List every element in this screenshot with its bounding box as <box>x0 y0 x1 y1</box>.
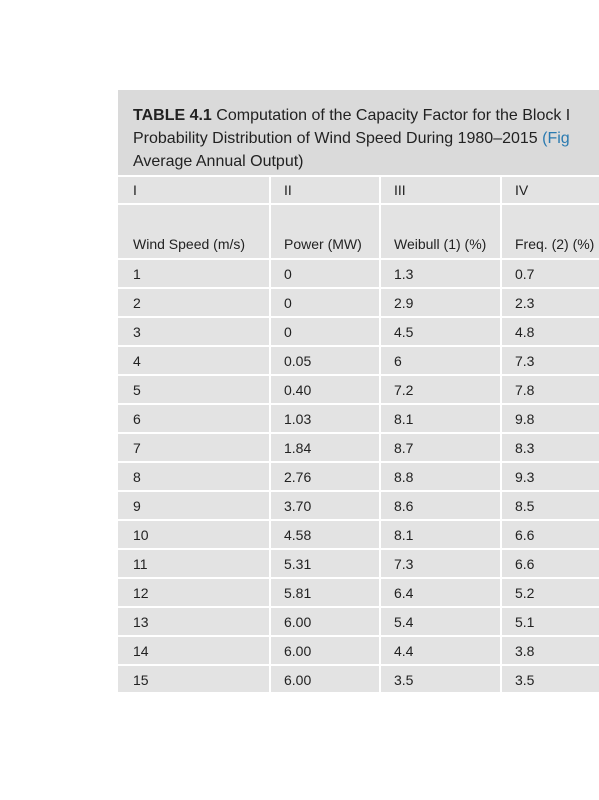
cell: Freq. (2) (%) <box>500 204 599 260</box>
cell: 10 <box>118 520 271 550</box>
cell: 1 <box>118 259 271 289</box>
cell: 6.00 <box>269 636 381 666</box>
cell: 8.7 <box>379 433 502 463</box>
cell: 0 <box>269 288 381 318</box>
cell: 7 <box>118 433 271 463</box>
cell: 8.8 <box>379 462 502 492</box>
cell: 0 <box>269 259 381 289</box>
cell: 7.2 <box>379 375 502 405</box>
cell: 9.8 <box>500 404 599 434</box>
cell: Weibull (1) (%) <box>379 204 502 260</box>
cell: 6.6 <box>500 520 599 550</box>
cell: 2.9 <box>379 288 502 318</box>
data-row: 15 6.00 3.5 3.5 <box>118 665 599 692</box>
data-row: 10 4.58 8.1 6.6 <box>118 520 599 550</box>
cell: IV <box>500 175 599 205</box>
cell: I <box>118 175 271 205</box>
caption-line: Probability Distribution of Wind Speed D… <box>133 130 538 147</box>
table-panel: TABLE 4.1 Computation of the Capacity Fa… <box>118 90 599 692</box>
caption-label: TABLE 4.1 <box>133 107 212 124</box>
cell: 8.6 <box>379 491 502 521</box>
data-row: 5 0.40 7.2 7.8 <box>118 375 599 405</box>
data-row: 13 6.00 5.4 5.1 <box>118 607 599 637</box>
cell: 3.8 <box>500 636 599 666</box>
cell: 5.1 <box>500 607 599 637</box>
cell: 6 <box>118 404 271 434</box>
cell: 1.03 <box>269 404 381 434</box>
cell: 5.2 <box>500 578 599 608</box>
cell: 9.3 <box>500 462 599 492</box>
cell: 0.40 <box>269 375 381 405</box>
header-row: Wind Speed (m/s) Power (MW) Weibull (1) (%… <box>118 204 599 260</box>
cell: 4.8 <box>500 317 599 347</box>
cell: 6.4 <box>379 578 502 608</box>
data-row: 4 0.05 6 7.3 <box>118 346 599 376</box>
cell: 5.31 <box>269 549 381 579</box>
data-row: 6 1.03 8.1 9.8 <box>118 404 599 434</box>
caption: TABLE 4.1 Computation of the Capacity Fa… <box>118 90 599 175</box>
cell: 11 <box>118 549 271 579</box>
cell: 6 <box>379 346 502 376</box>
cell: 3.70 <box>269 491 381 521</box>
data-table: I II III IV Wind Speed (m/s) Power (MW) Weibul… <box>118 175 599 692</box>
data-row: 2 0 2.9 2.3 <box>118 288 599 318</box>
cell: 2.3 <box>500 288 599 318</box>
figure-link[interactable]: (Fig <box>542 130 570 147</box>
cell: 4.5 <box>379 317 502 347</box>
cell: 8 <box>118 462 271 492</box>
cell: 0.05 <box>269 346 381 376</box>
cell: 3.5 <box>500 665 599 692</box>
data-row: 14 6.00 4.4 3.8 <box>118 636 599 666</box>
data-row: 9 3.70 8.6 8.5 <box>118 491 599 521</box>
caption-line: Computation of the Capacity Factor for t… <box>216 107 571 124</box>
cell: 14 <box>118 636 271 666</box>
cell: 8.5 <box>500 491 599 521</box>
cell: 1.3 <box>379 259 502 289</box>
data-row: 12 5.81 6.4 5.2 <box>118 578 599 608</box>
cell: 15 <box>118 665 271 692</box>
cell: 7.3 <box>500 346 599 376</box>
cell: II <box>269 175 381 205</box>
data-row: 3 0 4.5 4.8 <box>118 317 599 347</box>
cell: 0.7 <box>500 259 599 289</box>
caption-line: Average Annual Output) <box>133 153 304 170</box>
data-row: 11 5.31 7.3 6.6 <box>118 549 599 579</box>
cell: 5.4 <box>379 607 502 637</box>
cell: 8.3 <box>500 433 599 463</box>
column-numerals: I II III IV <box>118 175 599 205</box>
cell: 5.81 <box>269 578 381 608</box>
data-row: 8 2.76 8.8 9.3 <box>118 462 599 492</box>
cell: 6.00 <box>269 607 381 637</box>
cell: 2 <box>118 288 271 318</box>
data-row: 7 1.84 8.7 8.3 <box>118 433 599 463</box>
cell: Wind Speed (m/s) <box>118 204 271 260</box>
cell: 8.1 <box>379 520 502 550</box>
cell: 0 <box>269 317 381 347</box>
cell: 6.6 <box>500 549 599 579</box>
cell: 4.58 <box>269 520 381 550</box>
cell: 3 <box>118 317 271 347</box>
data-row: 1 0 1.3 0.7 <box>118 259 599 289</box>
cell: 1.84 <box>269 433 381 463</box>
cell: 8.1 <box>379 404 502 434</box>
cell: 12 <box>118 578 271 608</box>
cell: 9 <box>118 491 271 521</box>
cell: III <box>379 175 502 205</box>
cell: 3.5 <box>379 665 502 692</box>
cell: 7.3 <box>379 549 502 579</box>
cell: Power (MW) <box>269 204 381 260</box>
cell: 5 <box>118 375 271 405</box>
cell: 4.4 <box>379 636 502 666</box>
cell: 13 <box>118 607 271 637</box>
cell: 4 <box>118 346 271 376</box>
cell: 2.76 <box>269 462 381 492</box>
cell: 6.00 <box>269 665 381 692</box>
cell: 7.8 <box>500 375 599 405</box>
